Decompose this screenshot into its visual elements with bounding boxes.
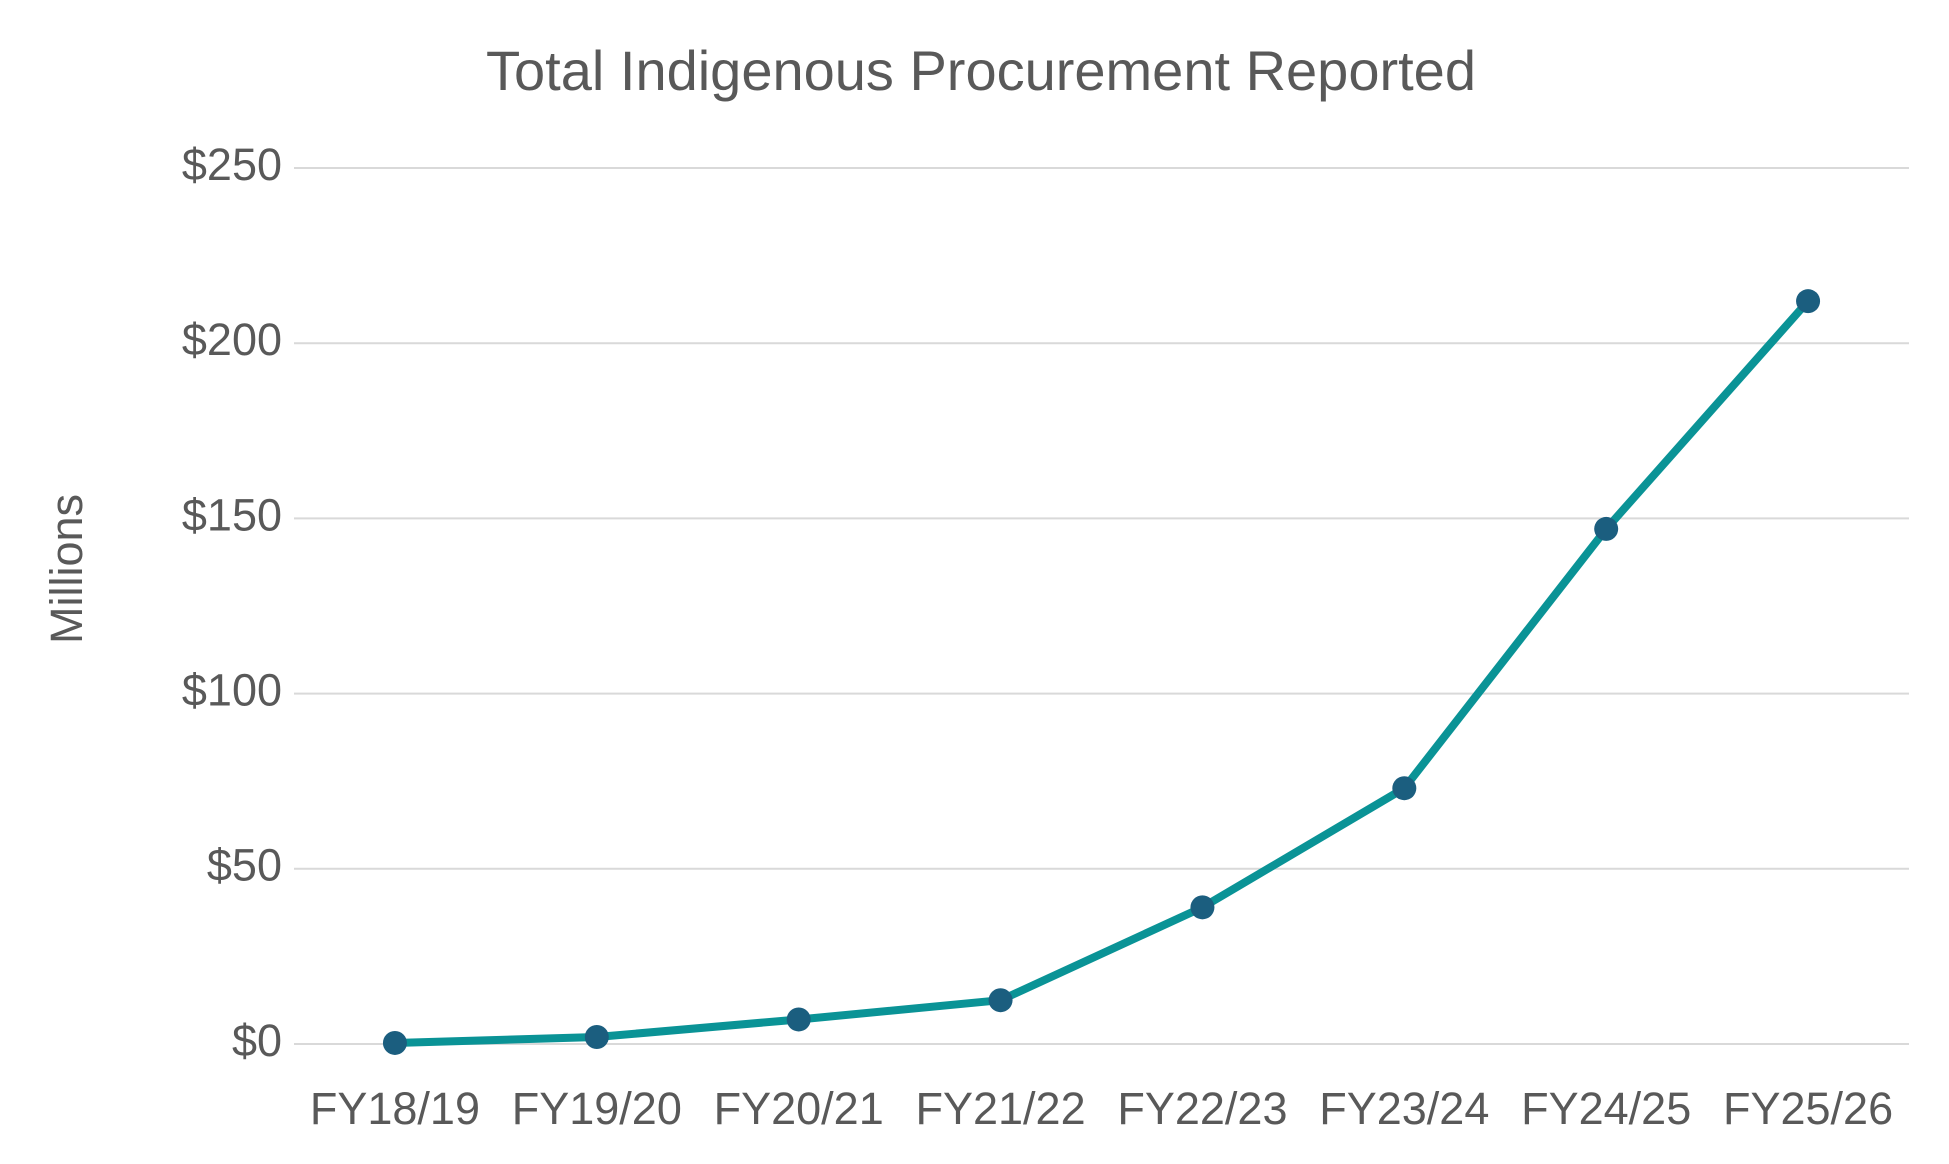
- x-tick-label: FY24/25: [1521, 1083, 1691, 1134]
- marker: [1594, 516, 1619, 541]
- x-tick-label: FY19/20: [512, 1083, 682, 1134]
- marker: [1392, 776, 1417, 801]
- marker: [1796, 289, 1821, 314]
- x-tick-label: FY25/26: [1723, 1083, 1893, 1134]
- y-axis-label: Millions: [41, 494, 92, 644]
- line: [394, 298, 1812, 1047]
- y-tick-label: $250: [182, 139, 282, 190]
- y-tick-label: $50: [207, 840, 282, 891]
- x-tick-label: FY22/23: [1117, 1083, 1287, 1134]
- marker: [382, 1030, 407, 1055]
- marker: [988, 988, 1013, 1013]
- y-tick-label: $0: [232, 1015, 282, 1066]
- x-tick-label: FY18/19: [310, 1083, 480, 1134]
- marker: [1190, 895, 1215, 920]
- y-tick-label: $200: [182, 314, 282, 365]
- x-tick-label: FY23/24: [1319, 1083, 1489, 1134]
- chart-title: Total Indigenous Procurement Reported: [486, 39, 1476, 102]
- marker: [584, 1024, 609, 1049]
- x-tick-label: FY21/22: [916, 1083, 1086, 1134]
- y-tick-label: $150: [182, 489, 282, 540]
- y-tick-label: $100: [182, 664, 282, 715]
- marker: [786, 1007, 811, 1032]
- x-tick-label: FY20/21: [714, 1083, 884, 1134]
